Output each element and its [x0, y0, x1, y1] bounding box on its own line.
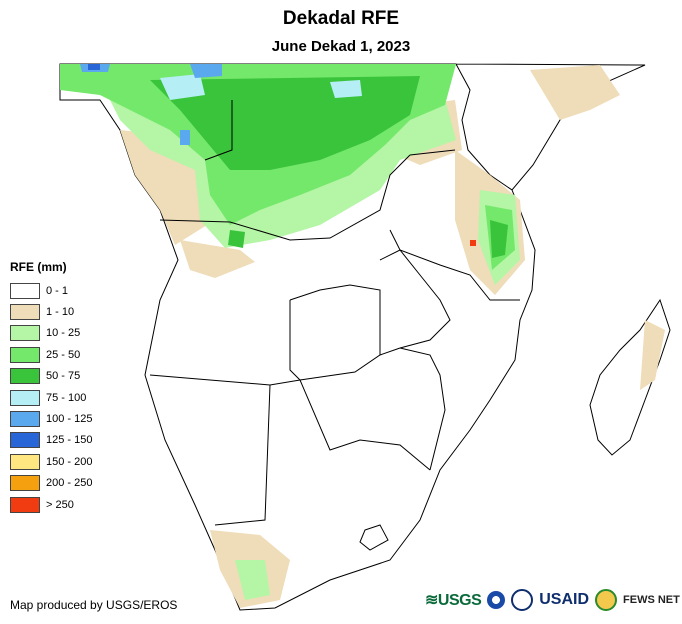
rfe-high-spots: [470, 240, 476, 246]
legend-item: 10 - 25: [10, 323, 92, 344]
country-borders: [60, 99, 520, 551]
legend-swatch: [10, 453, 40, 470]
legend-item: 50 - 75: [10, 366, 92, 387]
legend-item: > 250: [10, 494, 92, 515]
legend-swatch: [10, 496, 40, 513]
legend-swatch: [10, 282, 40, 299]
legend-title: RFE (mm): [10, 260, 67, 274]
legend-label: 200 - 250: [46, 477, 93, 490]
legend-label: 10 - 25: [46, 327, 81, 340]
legend-swatch: [10, 325, 40, 342]
logo-strip: ≋USGS USAID FEWS NET: [425, 585, 680, 615]
usaid-logo: USAID: [539, 591, 590, 608]
noaa-icon: [487, 591, 506, 609]
map-credit: Map produced by USGS/EROS: [10, 598, 178, 612]
legend-label: 50 - 75: [46, 370, 81, 383]
legend-item: 100 - 125: [10, 408, 92, 429]
legend-item: 200 - 250: [10, 473, 92, 494]
legend-label: 75 - 100: [46, 391, 87, 404]
usgs-logo: ≋USGS: [425, 592, 482, 609]
rfe-75-100-zones: [160, 74, 362, 100]
legend: RFE (mm) 0 - 1 1 - 10 10 - 25 25 - 50 50 - 7…: [10, 260, 92, 515]
legend-swatch: [10, 411, 40, 428]
legend-label: 100 - 125: [46, 413, 93, 426]
legend-label: 1 - 10: [46, 306, 75, 319]
rfe-50-75-zones: [150, 76, 508, 258]
legend-item: 1 - 10: [10, 301, 92, 322]
legend-label: 150 - 200: [46, 455, 93, 468]
rfe-125-150-zones: [88, 64, 100, 70]
legend-swatch: [10, 368, 40, 385]
usaid-seal-icon: [511, 589, 534, 611]
legend-swatch: [10, 346, 40, 363]
map-subtitle: June Dekad 1, 2023: [271, 38, 411, 55]
legend-swatch: [10, 475, 40, 492]
legend-swatch: [10, 304, 40, 321]
legend-item: 75 - 100: [10, 387, 92, 408]
legend-swatch: [10, 389, 40, 406]
legend-label: > 250: [46, 498, 74, 511]
legend-label: 25 - 50: [46, 348, 81, 361]
legend-swatch: [10, 432, 40, 449]
madagascar: [589, 298, 671, 456]
legend-item: 0 - 1: [10, 280, 92, 301]
legend-item: 150 - 200: [10, 451, 92, 472]
legend-label: 125 - 150: [46, 434, 93, 447]
legend-item: 125 - 150: [10, 430, 92, 451]
fews-globe-icon: [595, 589, 618, 611]
map-title: Dekadal RFE: [282, 8, 400, 29]
legend-item: 25 - 50: [10, 344, 92, 365]
fews-net-logo: FEWS NET: [623, 594, 680, 606]
legend-label: 0 - 1: [46, 284, 69, 297]
